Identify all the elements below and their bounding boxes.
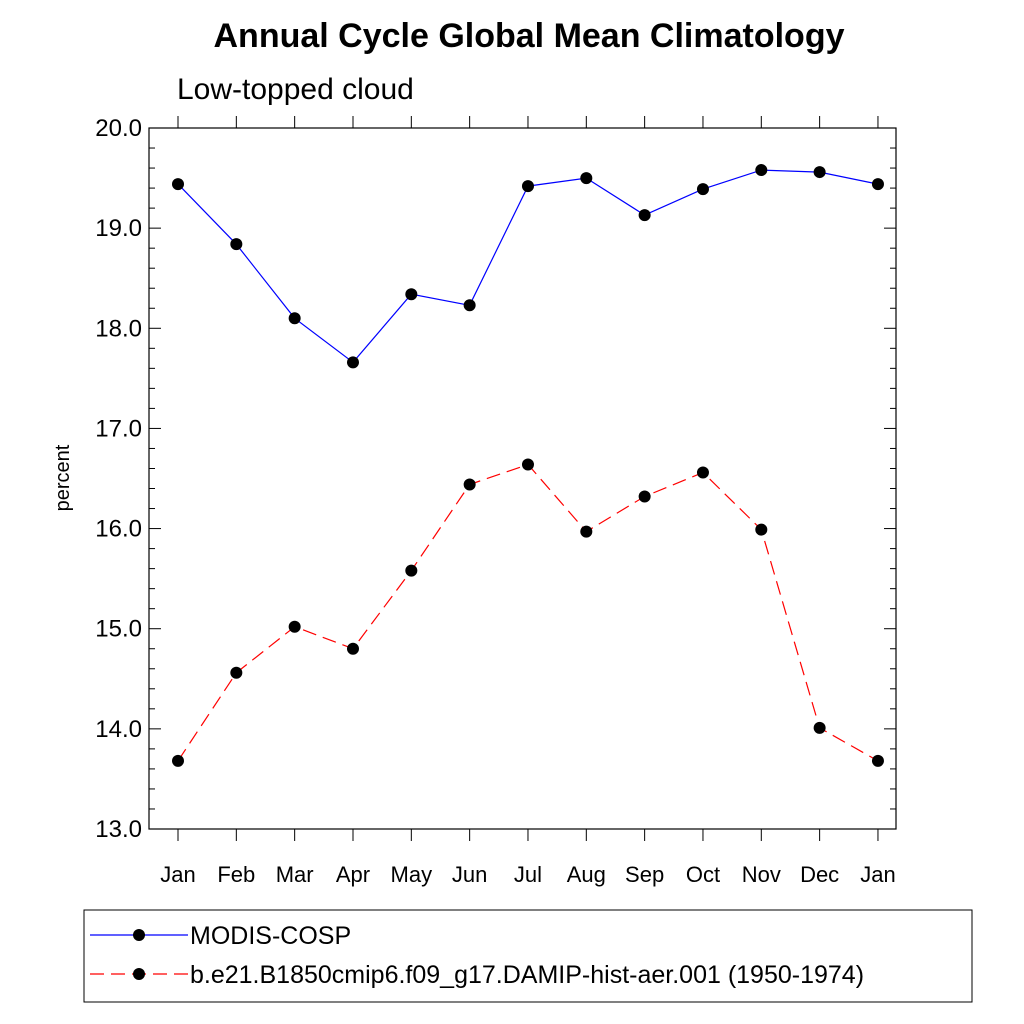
x-tick-label: May — [391, 862, 433, 887]
y-tick-label: 17.0 — [95, 415, 142, 442]
legend-label-0: MODIS-COSP — [190, 922, 351, 950]
series-1-point — [696, 466, 709, 479]
legend-marker-0 — [133, 929, 145, 941]
series-0-point — [638, 209, 651, 222]
legend-label-1: b.e21.B1850cmip6.f09_g17.DAMIP-hist-aer.… — [190, 961, 864, 989]
y-tick-label: 15.0 — [95, 616, 142, 643]
x-tick-label: Jan — [860, 862, 895, 887]
series-0-point — [521, 180, 534, 193]
series-0-point — [405, 288, 418, 301]
legend: MODIS-COSP b.e21.B1850cmip6.f09_g17.DAMIP… — [83, 909, 973, 1003]
series-1-line — [177, 463, 879, 762]
chart-title: Annual Cycle Global Mean Climatology — [214, 17, 845, 55]
y-tick-label: 19.0 — [95, 215, 142, 242]
x-tick-label: Aug — [567, 862, 606, 887]
x-tick-label: Nov — [742, 862, 781, 887]
series-1-point — [871, 754, 884, 767]
series-0-line — [177, 169, 879, 364]
series-1-point — [405, 564, 418, 577]
axis-ticks: 13.0 14.0 15.0 16.0 17.0 18.0 19.0 20.0 Jan Feb Ma… — [95, 115, 896, 887]
y-axis-label: percent — [52, 444, 74, 511]
series-0-point — [288, 312, 301, 325]
series-layer — [172, 164, 884, 767]
x-tick-label: Jul — [514, 862, 542, 887]
series-0-point — [696, 183, 709, 196]
series-1-point — [755, 523, 768, 536]
series-0-point — [755, 164, 768, 177]
plot-frame — [148, 127, 897, 830]
chart-subtitle: Low-topped cloud — [177, 73, 414, 106]
x-tick-label: Dec — [800, 862, 839, 887]
series-0-point — [172, 178, 184, 191]
x-tick-label: Jun — [452, 862, 487, 887]
x-tick-label: Sep — [625, 862, 664, 887]
series-1-point — [813, 721, 826, 734]
series-0-point — [580, 172, 593, 185]
x-tick-label: Apr — [336, 862, 370, 887]
series-0-point — [463, 299, 476, 312]
legend-box — [83, 909, 973, 1003]
series-0-point — [230, 238, 243, 251]
x-tick-label: Jan — [160, 862, 195, 887]
y-tick-label: 16.0 — [95, 516, 142, 543]
series-1-point — [521, 458, 534, 471]
series-1-point — [638, 490, 651, 503]
y-tick-label: 18.0 — [95, 315, 142, 342]
series-0-point — [871, 178, 884, 191]
y-tick-label: 13.0 — [95, 816, 142, 843]
series-1-point — [580, 525, 593, 538]
x-tick-label: Oct — [686, 862, 720, 887]
x-tick-label: Feb — [217, 862, 255, 887]
series-1-point — [172, 754, 184, 767]
x-tick-label: Mar — [276, 862, 314, 887]
y-tick-label: 14.0 — [95, 716, 142, 743]
series-1-point — [346, 642, 359, 655]
legend-marker-1 — [133, 968, 145, 980]
y-tick-label: 20.0 — [95, 115, 142, 142]
series-1-point — [463, 478, 476, 491]
series-1-point — [288, 620, 301, 633]
series-0-point — [346, 356, 359, 369]
series-1-point — [230, 666, 243, 679]
series-0-point — [813, 166, 826, 179]
